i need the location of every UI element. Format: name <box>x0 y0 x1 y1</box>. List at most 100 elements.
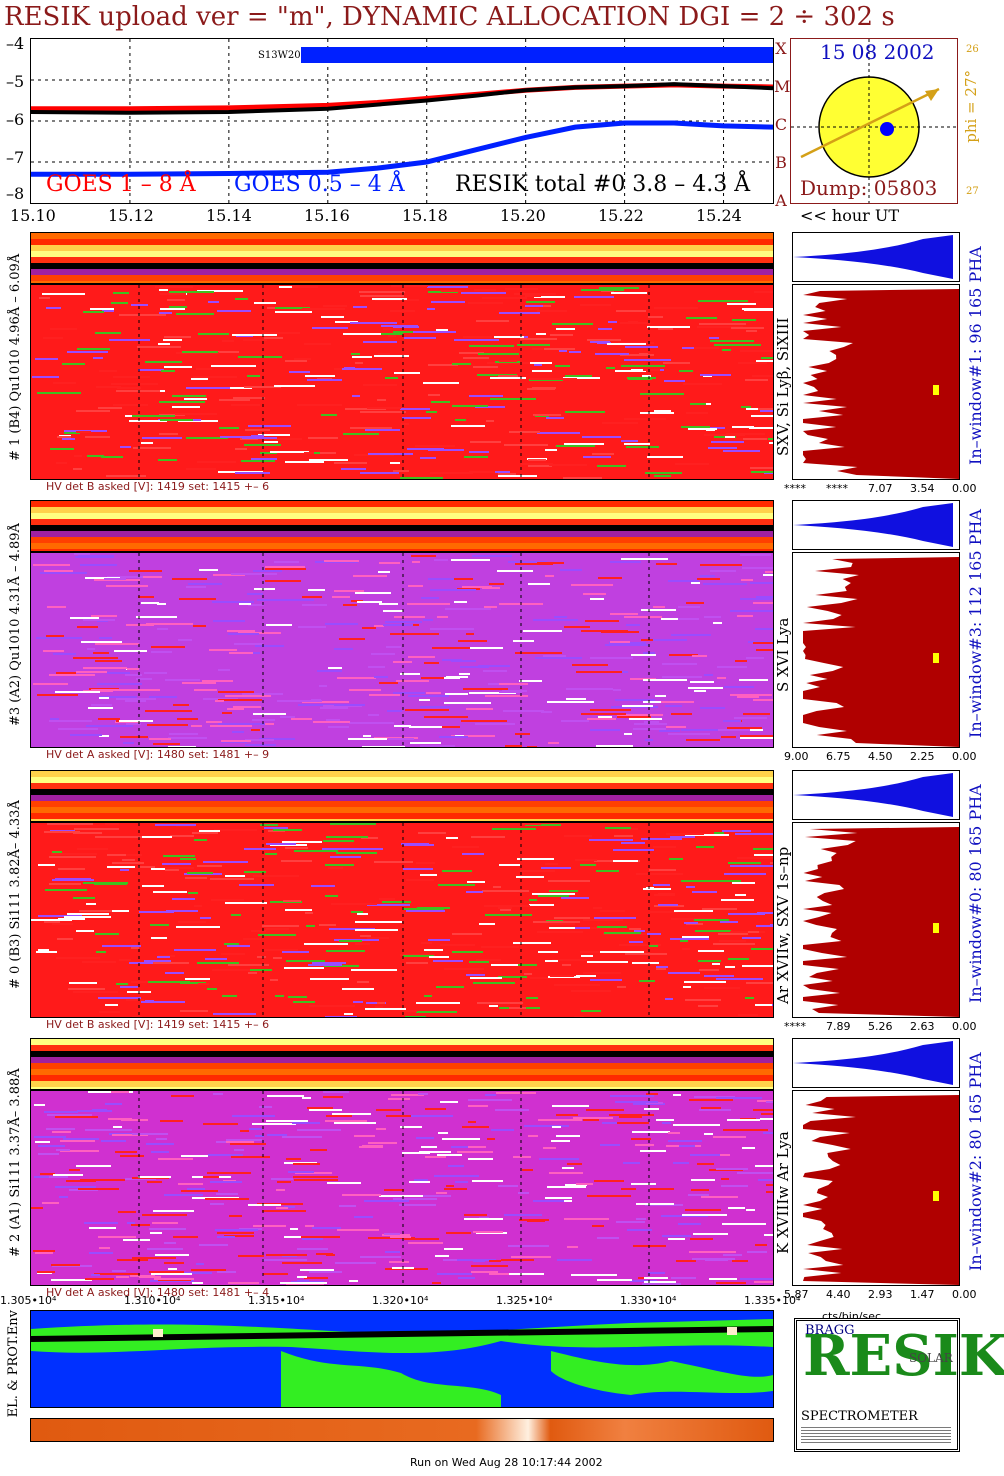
hv-readout: HV det B asked [V]: 1419 set: 1415 +– 6 <box>46 480 270 493</box>
angle-top: 26 <box>966 44 979 55</box>
series-line-1 <box>31 120 774 177</box>
time-unit-label: << hour UT <box>800 206 900 225</box>
env-axis: 1.305•10⁴ 1.310•10⁴ 1.315•10⁴ 1.320•10⁴ 1.32… <box>0 1294 800 1310</box>
in-window-label: In–window#2: 80 165 PHA <box>966 1052 985 1272</box>
detector-spectrogram <box>30 552 774 748</box>
pha-tick-label: 4.40 <box>826 1288 851 1301</box>
pha-tick-label: 9.00 <box>784 750 809 763</box>
class-label: M <box>774 77 791 96</box>
ytick-label: –4 <box>6 34 25 53</box>
run-timestamp: Run on Wed Aug 28 10:17:44 2002 <box>410 1456 603 1469</box>
position-bar <box>301 47 773 63</box>
dump-number: Dump: 05803 <box>800 176 938 200</box>
env-tick-label: 1.315•10⁴ <box>248 1294 305 1307</box>
observation-date: 15 08 2002 <box>820 40 935 64</box>
detector-label: # 0 (B3) Si111 3.82Å– 4.33Å <box>8 800 23 990</box>
pha-tick-label: 0.00 <box>952 1020 977 1033</box>
ytick-label: –5 <box>6 72 25 91</box>
pha-histogram <box>792 770 960 820</box>
pha-tick-label: 3.54 <box>910 482 935 495</box>
class-label: A <box>775 191 787 210</box>
detector-label: # 2 (A1) Si111 3.37Å– 3.88Å <box>8 1068 23 1258</box>
time-tick-label: 15.16 <box>304 206 350 225</box>
pha-tick-label: 2.63 <box>910 1020 935 1033</box>
detector-spectrogram <box>30 1090 774 1286</box>
time-tick-label: 15.22 <box>598 206 644 225</box>
pha-tick-label: 6.75 <box>826 750 851 763</box>
ytick-label: –7 <box>6 148 25 167</box>
detector-label: #3 (A2) Qu1010 4.31Å – 4.89Å <box>8 523 23 727</box>
time-tick-label: 15.24 <box>696 206 742 225</box>
env-tick-label: 1.305•10⁴ <box>0 1294 57 1307</box>
hv-readout: HV det A asked [V]: 1480 set: 1481 +– 9 <box>46 748 270 761</box>
time-tick-label: 15.20 <box>500 206 546 225</box>
pha-tick-row: **** 7.89 5.26 2.63 0.00 <box>784 1020 977 1034</box>
pha-histogram <box>792 1038 960 1088</box>
resik-logo: RESIK BRAGG SOLAR SPECTROMETER <box>794 1318 1004 1452</box>
detector-line-strip <box>30 770 774 822</box>
goes-lightcurve-panel <box>30 38 774 204</box>
pha-tick-label: 5.87 <box>784 1288 809 1301</box>
in-window-histogram <box>792 284 960 480</box>
time-axis: 15.10 15.12 15.14 15.16 15.18 15.20 15.22 15.24 <box>0 206 790 230</box>
spectral-line-label: Ar XVIIw, SXV 1s–np <box>774 846 792 1004</box>
ytick-label: –8 <box>6 184 25 203</box>
logo-letters: RESIK <box>803 1323 1004 1389</box>
pha-tick-label: 2.93 <box>868 1288 893 1301</box>
class-label: B <box>775 153 787 172</box>
pha-tick-label: 1.47 <box>910 1288 935 1301</box>
class-label: X <box>775 39 787 58</box>
hv-readout: HV det A asked [V]: 1480 set: 1481 +– 4 <box>46 1286 270 1299</box>
pha-tick-row: **** **** 7.07 3.54 0.00 <box>784 482 977 496</box>
env-tick-label: 1.330•10⁴ <box>620 1294 677 1307</box>
in-window-histogram <box>792 822 960 1018</box>
pha-tick-label: 4.50 <box>868 750 893 763</box>
pha-tick-label: 0.00 <box>952 1288 977 1301</box>
time-tick-label: 15.14 <box>206 206 252 225</box>
detector-label: # 1 (B4) Qu1010 4.96Å – 6.09Å <box>8 253 23 461</box>
phi-angle: phi = 27° <box>962 70 980 143</box>
pha-tick-row: 9.00 6.75 4.50 2.25 0.00 <box>784 750 977 764</box>
time-tick-label: 15.18 <box>402 206 448 225</box>
pha-histogram <box>792 500 960 550</box>
logo-spectrometer: SPECTROMETER <box>801 1409 918 1424</box>
legend-goes054: GOES 0.5 – 4 Å <box>234 172 405 197</box>
sun-disk-diagram <box>791 39 957 203</box>
env-tick-label: 1.320•10⁴ <box>372 1294 429 1307</box>
in-window-histogram <box>792 552 960 748</box>
detector-line-strip <box>30 1038 774 1090</box>
env-intensity-bar <box>30 1418 774 1442</box>
pha-tick-label: 0.00 <box>952 750 977 763</box>
series-line-0 <box>31 82 774 112</box>
spectral-line-label: K XVIIIw Ar Lya <box>774 1131 792 1255</box>
pha-tick-label: 2.25 <box>910 750 935 763</box>
legend-goes18: GOES 1 – 8 Å <box>46 172 196 197</box>
logo-fine-print <box>801 1427 951 1443</box>
in-window-histogram <box>792 1090 960 1286</box>
detector-line-strip <box>30 232 774 284</box>
env-tick-label: 1.325•10⁴ <box>496 1294 553 1307</box>
time-tick-label: 15.10 <box>10 206 56 225</box>
pha-tick-row: 5.87 4.40 2.93 1.47 0.00 <box>784 1288 977 1302</box>
pha-tick-label: 7.89 <box>826 1020 851 1033</box>
detector-spectrogram <box>30 284 774 480</box>
goes-lightcurve-chart <box>30 39 774 203</box>
in-window-label: In–window#0: 80 165 PHA <box>966 784 985 1004</box>
logo-solar: SOLAR <box>909 1351 953 1365</box>
spectral-line-label: S XVI Lya <box>774 617 792 693</box>
logo-bragg: BRAGG <box>805 1323 855 1338</box>
goes-class-scale: X M C B A <box>774 30 791 220</box>
page-title: RESIK upload ver = "m", DYNAMIC ALLOCATI… <box>4 2 895 32</box>
pha-histogram <box>792 232 960 282</box>
spectral-line-label: SXV, Si Lyβ, SiXIII <box>774 317 792 457</box>
detector-line-strip <box>30 500 774 552</box>
hv-readout: HV det B asked [V]: 1419 set: 1415 +– 6 <box>46 1018 270 1031</box>
legend-resik: RESIK total #0 3.8 – 4.3 Å <box>455 172 751 197</box>
series-line-2 <box>30 82 774 115</box>
env-map <box>30 1310 774 1408</box>
pha-tick-label: **** <box>784 1020 806 1033</box>
env-tick-label: 1.335•10⁴ <box>744 1294 801 1307</box>
ytick-label: –6 <box>6 110 25 129</box>
angle-bottom: 27 <box>966 186 979 197</box>
position-annotation: S13W20 <box>258 50 301 61</box>
